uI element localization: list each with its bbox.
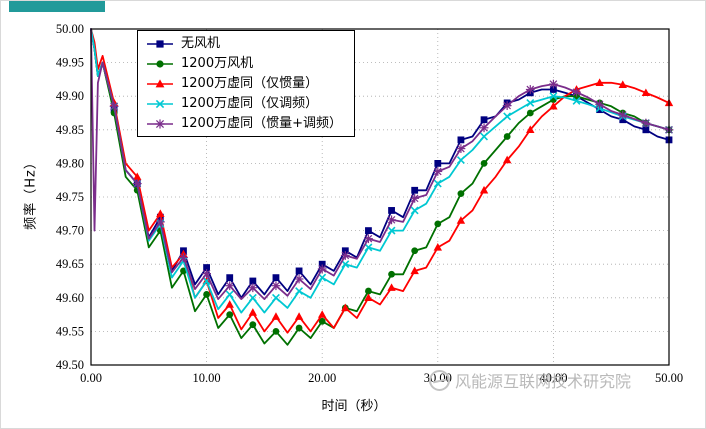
x-tick-label: 10.00 <box>193 371 221 385</box>
y-tick-label: 49.90 <box>56 89 84 103</box>
x-tick-label: 20.00 <box>308 371 336 385</box>
y-tick-label: 49.60 <box>56 291 84 305</box>
x-marker-icon <box>147 99 173 108</box>
square-marker-icon <box>147 39 173 48</box>
y-tick-label: 49.85 <box>56 123 84 137</box>
legend-label: 1200万虚同（惯量+调频） <box>181 116 342 131</box>
y-tick-label: 49.70 <box>56 224 84 238</box>
teal-accent-block <box>9 1 105 12</box>
legend-label: 1200万虚同（仅惯量） <box>181 76 319 91</box>
y-tick-label: 49.75 <box>56 190 84 204</box>
y-axis-label: 频率（Hz） <box>23 155 39 230</box>
axis-frame <box>90 28 670 366</box>
y-tick-label: 49.50 <box>56 358 84 372</box>
legend-item: 1200万虚同（仅惯量） <box>145 74 342 93</box>
y-tick-label: 50.00 <box>56 22 84 36</box>
asterisk-marker-icon <box>147 118 173 129</box>
x-axis-label: 时间（秒） <box>321 399 387 414</box>
y-tick-label: 49.65 <box>56 257 84 271</box>
y-tick-label: 49.55 <box>56 324 84 338</box>
legend-label: 无风机 <box>181 36 221 51</box>
legend-item: 1200万虚同（惯量+调频） <box>145 114 342 133</box>
circle-marker-icon <box>147 59 173 68</box>
watermark-text: 风能源互联网技术研究院 <box>455 372 632 391</box>
legend-label: 1200万风机 <box>181 56 254 71</box>
x-tick-label: 50.00 <box>655 371 683 385</box>
y-tick-label: 49.80 <box>56 156 84 170</box>
chart-legend: 无风机 1200万风机 1200万虚同（仅惯量） 1200万虚同（仅调频） 1200万虚… <box>137 30 355 137</box>
legend-item: 1200万虚同（仅调频） <box>145 94 342 113</box>
legend-item: 无风机 <box>145 34 342 53</box>
watermark: 风能源互联网技术研究院 <box>429 368 631 392</box>
watermark-logo-icon <box>429 369 450 391</box>
legend-label: 1200万虚同（仅调频） <box>181 96 319 111</box>
x-tick-label: 0.00 <box>80 371 102 385</box>
series-1200万虚同（惯量+调频） <box>90 28 674 300</box>
x-tick-label: 40.00 <box>539 371 567 385</box>
y-tick-label: 49.95 <box>56 56 84 70</box>
triangle-marker-icon <box>147 78 173 87</box>
legend-item: 1200万风机 <box>145 54 342 73</box>
